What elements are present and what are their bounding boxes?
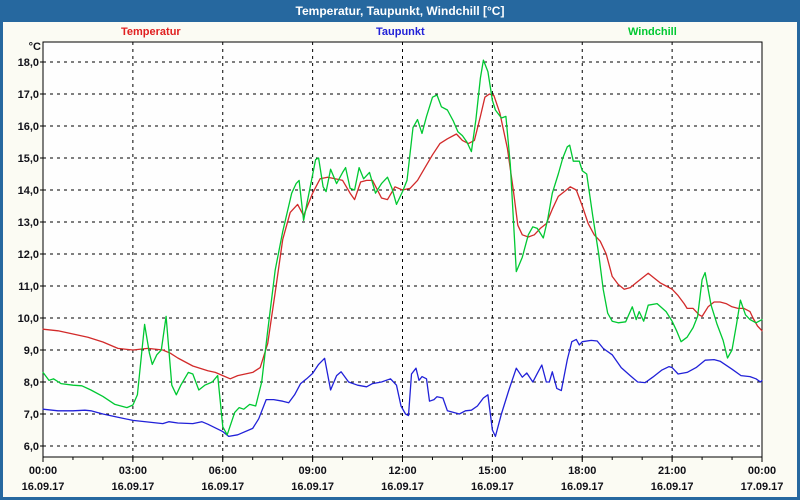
y-tick-label: 15,0 [18,153,39,165]
x-tick-time-label: 06:00 [209,465,237,477]
y-tick-label: 11,0 [18,281,39,293]
x-tick-date-label: 16.09.17 [291,481,334,493]
y-tick-label: 10,0 [18,313,39,325]
x-tick-date-label: 16.09.17 [111,481,154,493]
y-tick-label: 6,0 [24,441,39,453]
y-tick-label: 16,0 [18,121,39,133]
series-line-temperatur [42,93,763,380]
x-tick-time-label: 21:00 [658,465,686,477]
x-tick-time-label: 09:00 [299,465,327,477]
x-tick-date-label: 16.09.17 [471,481,514,493]
y-axis-unit-label: °C [29,41,41,53]
y-tick-label: 13,0 [18,217,39,229]
x-tick-time-label: 12:00 [388,465,416,477]
y-tick-label: 17,0 [18,89,39,101]
legend-item-windchill: Windchill [628,26,677,38]
x-tick-date-label: 16.09.17 [651,481,694,493]
window-title-bar: Temperatur, Taupunkt, Windchill [°C] [3,0,797,22]
x-tick-time-label: 18:00 [568,465,596,477]
series-line-taupunkt [42,338,763,438]
x-tick-date-label: 16.09.17 [22,481,65,493]
x-tick-date-label: 16.09.17 [381,481,424,493]
chart-plot-area: 6,0 7,0 8,0 9,0 10,0 11,0 12,0 13,0 14,0 15,0 16,0… [18,41,784,493]
y-tick-label: 9,0 [24,345,39,357]
legend-item-temperatur: Temperatur [121,26,181,38]
legend-item-taupunkt: Taupunkt [376,26,425,38]
series-line-windchill [42,59,763,436]
x-tick-date-label: 16.09.17 [561,481,604,493]
y-tick-label: 12,0 [18,249,39,261]
y-tick-label: 18,0 [18,57,39,69]
y-tick-label: 7,0 [24,409,39,421]
x-tick-time-label: 03:00 [119,465,147,477]
x-tick-date-label: 16.09.17 [201,481,244,493]
x-tick-date-label: 17.09.17 [741,481,784,493]
x-tick-time-label: 15:00 [478,465,506,477]
x-tick-time-label: 00:00 [748,465,776,477]
y-tick-label: 8,0 [24,377,39,389]
y-tick-label: 14,0 [18,185,39,197]
x-tick-time-label: 00:00 [29,465,57,477]
window-title: Temperatur, Taupunkt, Windchill [°C] [295,4,505,18]
